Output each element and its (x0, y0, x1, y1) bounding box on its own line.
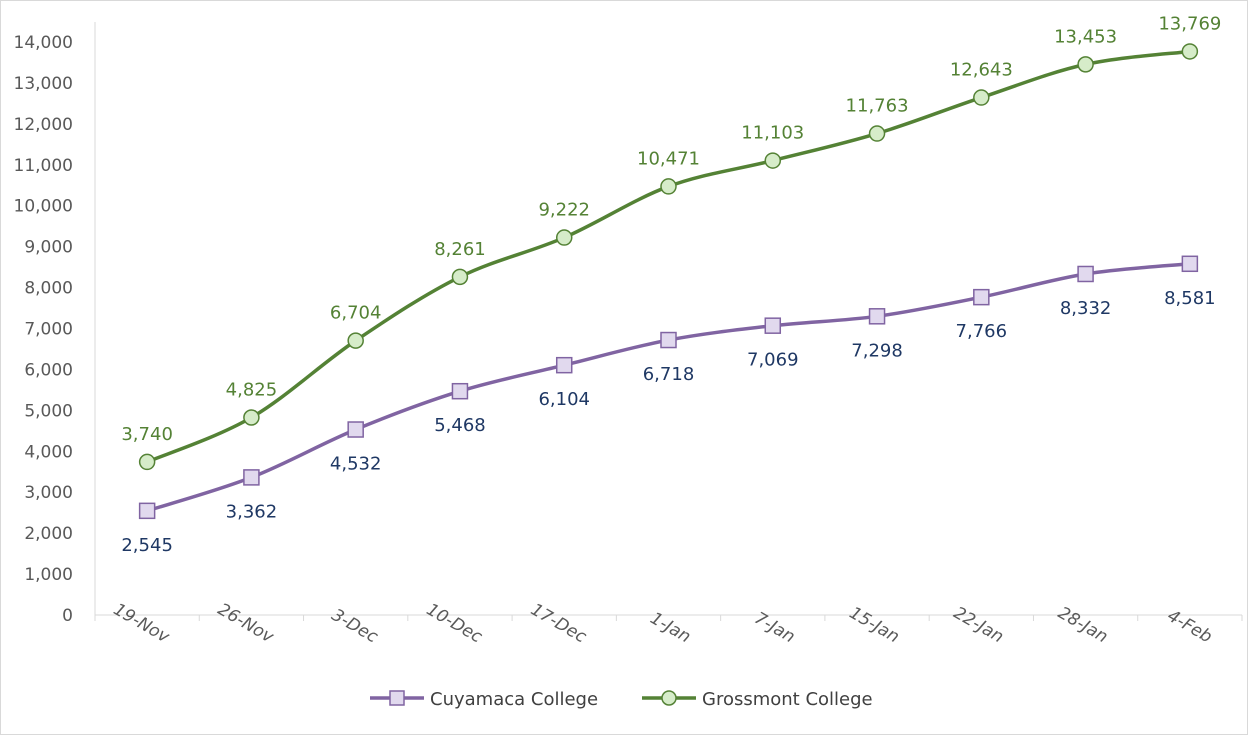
y-tick-label: 11,000 (14, 156, 73, 176)
data-point-grossmont-college (660, 178, 677, 195)
x-tick-label: 7-Jan (751, 608, 798, 647)
data-point-cuyamaca-college (1181, 255, 1199, 273)
data-label-cuyamaca-college: 6,718 (643, 364, 695, 385)
x-tick-label: 3-Dec (328, 605, 382, 648)
data-point-grossmont-college (1181, 43, 1199, 60)
y-tick-label: 13,000 (14, 74, 73, 94)
data-point-grossmont-college (243, 409, 260, 426)
data-point-cuyamaca-college (973, 288, 990, 306)
x-tick-label: 17-Dec (527, 600, 590, 648)
legend-label-cuyamaca-college: Cuyamaca College (430, 689, 598, 710)
data-point-grossmont-college (347, 332, 364, 349)
y-tick-label: 3,000 (24, 483, 73, 503)
y-tick-label: 9,000 (24, 238, 73, 258)
data-point-grossmont-college (138, 453, 156, 471)
data-label-cuyamaca-college: 8,581 (1164, 288, 1216, 309)
data-point-cuyamaca-college (451, 382, 469, 400)
data-label-grossmont-college: 11,103 (741, 123, 804, 144)
y-tick-label: 6,000 (24, 360, 73, 380)
data-point-cuyamaca-college (764, 317, 782, 334)
x-tick-label: 10-Dec (423, 600, 486, 648)
y-tick-label: 12,000 (14, 115, 73, 135)
data-label-grossmont-college: 4,825 (226, 380, 278, 401)
data-point-cuyamaca-college (243, 469, 260, 486)
data-point-grossmont-college (1077, 56, 1094, 73)
data-label-cuyamaca-college: 3,362 (226, 501, 278, 522)
y-tick-label: 2,000 (24, 524, 73, 544)
series-line-cuyamaca-college (146, 262, 1191, 513)
data-point-grossmont-college (973, 89, 990, 106)
data-label-cuyamaca-college: 4,532 (330, 454, 382, 475)
data-label-grossmont-college: 6,704 (330, 303, 382, 324)
x-tick-label: 22-Jan (950, 603, 1007, 647)
x-tick-label: 4-Feb (1164, 606, 1216, 647)
x-tick-label: 19-Nov (110, 600, 174, 648)
series-line-grossmont-college (146, 49, 1191, 464)
data-point-cuyamaca-college (660, 331, 677, 349)
data-label-cuyamaca-college: 2,545 (121, 535, 173, 556)
data-label-cuyamaca-college: 7,069 (747, 350, 799, 371)
data-point-grossmont-college (868, 125, 886, 142)
data-point-cuyamaca-college (555, 356, 573, 374)
data-point-cuyamaca-college (1077, 265, 1094, 283)
data-label-cuyamaca-college: 8,332 (1060, 298, 1112, 319)
data-point-cuyamaca-college (138, 502, 156, 520)
x-tick-label: 28-Jan (1054, 603, 1111, 647)
y-tick-label: 7,000 (24, 320, 73, 340)
data-point-grossmont-college (451, 268, 469, 286)
x-tick-label: 1-Jan (647, 608, 694, 647)
data-label-cuyamaca-college: 7,766 (956, 321, 1008, 342)
legend-marker-grossmont-college (661, 690, 677, 706)
data-point-grossmont-college (555, 229, 573, 246)
data-label-cuyamaca-college: 7,298 (851, 340, 903, 361)
data-point-cuyamaca-college (868, 308, 886, 325)
y-tick-label: 5,000 (24, 401, 73, 421)
y-tick-label: 4,000 (24, 442, 73, 462)
y-tick-label: 0 (62, 606, 73, 626)
data-label-grossmont-college: 12,643 (950, 60, 1013, 81)
data-label-grossmont-college: 10,471 (637, 148, 700, 169)
data-label-grossmont-college: 13,769 (1158, 13, 1221, 34)
data-point-cuyamaca-college (347, 421, 364, 438)
data-label-cuyamaca-college: 5,468 (434, 415, 486, 436)
data-point-grossmont-college (764, 152, 782, 169)
data-label-grossmont-college: 3,740 (121, 424, 173, 445)
data-label-cuyamaca-college: 6,104 (538, 389, 590, 410)
legend-label-grossmont-college: Grossmont College (702, 689, 873, 710)
data-label-grossmont-college: 9,222 (538, 200, 590, 221)
data-label-grossmont-college: 8,261 (434, 239, 486, 260)
x-tick-label: 15-Jan (846, 603, 903, 647)
y-tick-label: 8,000 (24, 279, 73, 299)
y-tick-label: 14,000 (14, 33, 73, 53)
y-tick-label: 1,000 (24, 565, 73, 585)
y-tick-label: 10,000 (14, 197, 73, 217)
data-label-grossmont-college: 11,763 (846, 96, 909, 117)
legend-marker-cuyamaca-college (389, 690, 405, 706)
data-label-grossmont-college: 13,453 (1054, 26, 1117, 47)
x-tick-label: 26-Nov (214, 600, 278, 648)
